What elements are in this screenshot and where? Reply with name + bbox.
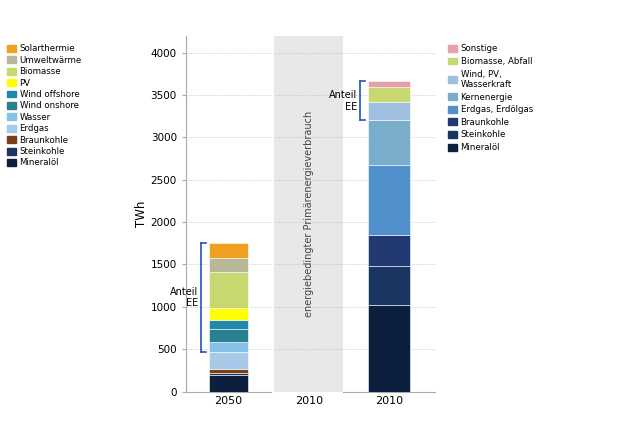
Bar [368,165,410,235]
Legend: Sonstige, Biomasse, Abfall, Wind, PV,
Wasserkraft, Kernenergie, Erdgas, Erdölgas: Sonstige, Biomasse, Abfall, Wind, PV, Wa… [449,44,533,152]
Text: Anteil
EE: Anteil EE [170,287,198,308]
Bar [368,87,410,102]
Bar [209,342,248,352]
Legend: Solarthermie, Umweltwärme, Biomasse, PV, Wind offshore, Wind onshore, Wasser, Er: Solarthermie, Umweltwärme, Biomasse, PV,… [8,44,82,167]
Bar [209,308,248,320]
Bar [209,375,248,392]
Bar [209,320,248,329]
Text: energiebedingter Primärenergieverbrauch: energiebedingter Primärenergieverbrauch [304,110,314,317]
Bar [209,243,248,258]
Bar [368,305,410,392]
Bar [209,329,248,342]
Y-axis label: TWh: TWh [135,200,148,227]
Text: Anteil
EE: Anteil EE [329,90,357,112]
Bar [368,120,410,165]
Bar [209,369,248,373]
Bar [368,235,410,266]
Bar [368,81,410,87]
Bar [209,373,248,375]
Bar [368,266,410,305]
Bar [209,352,248,369]
Bar [209,258,248,272]
Bar [368,102,410,120]
Bar [209,272,248,308]
